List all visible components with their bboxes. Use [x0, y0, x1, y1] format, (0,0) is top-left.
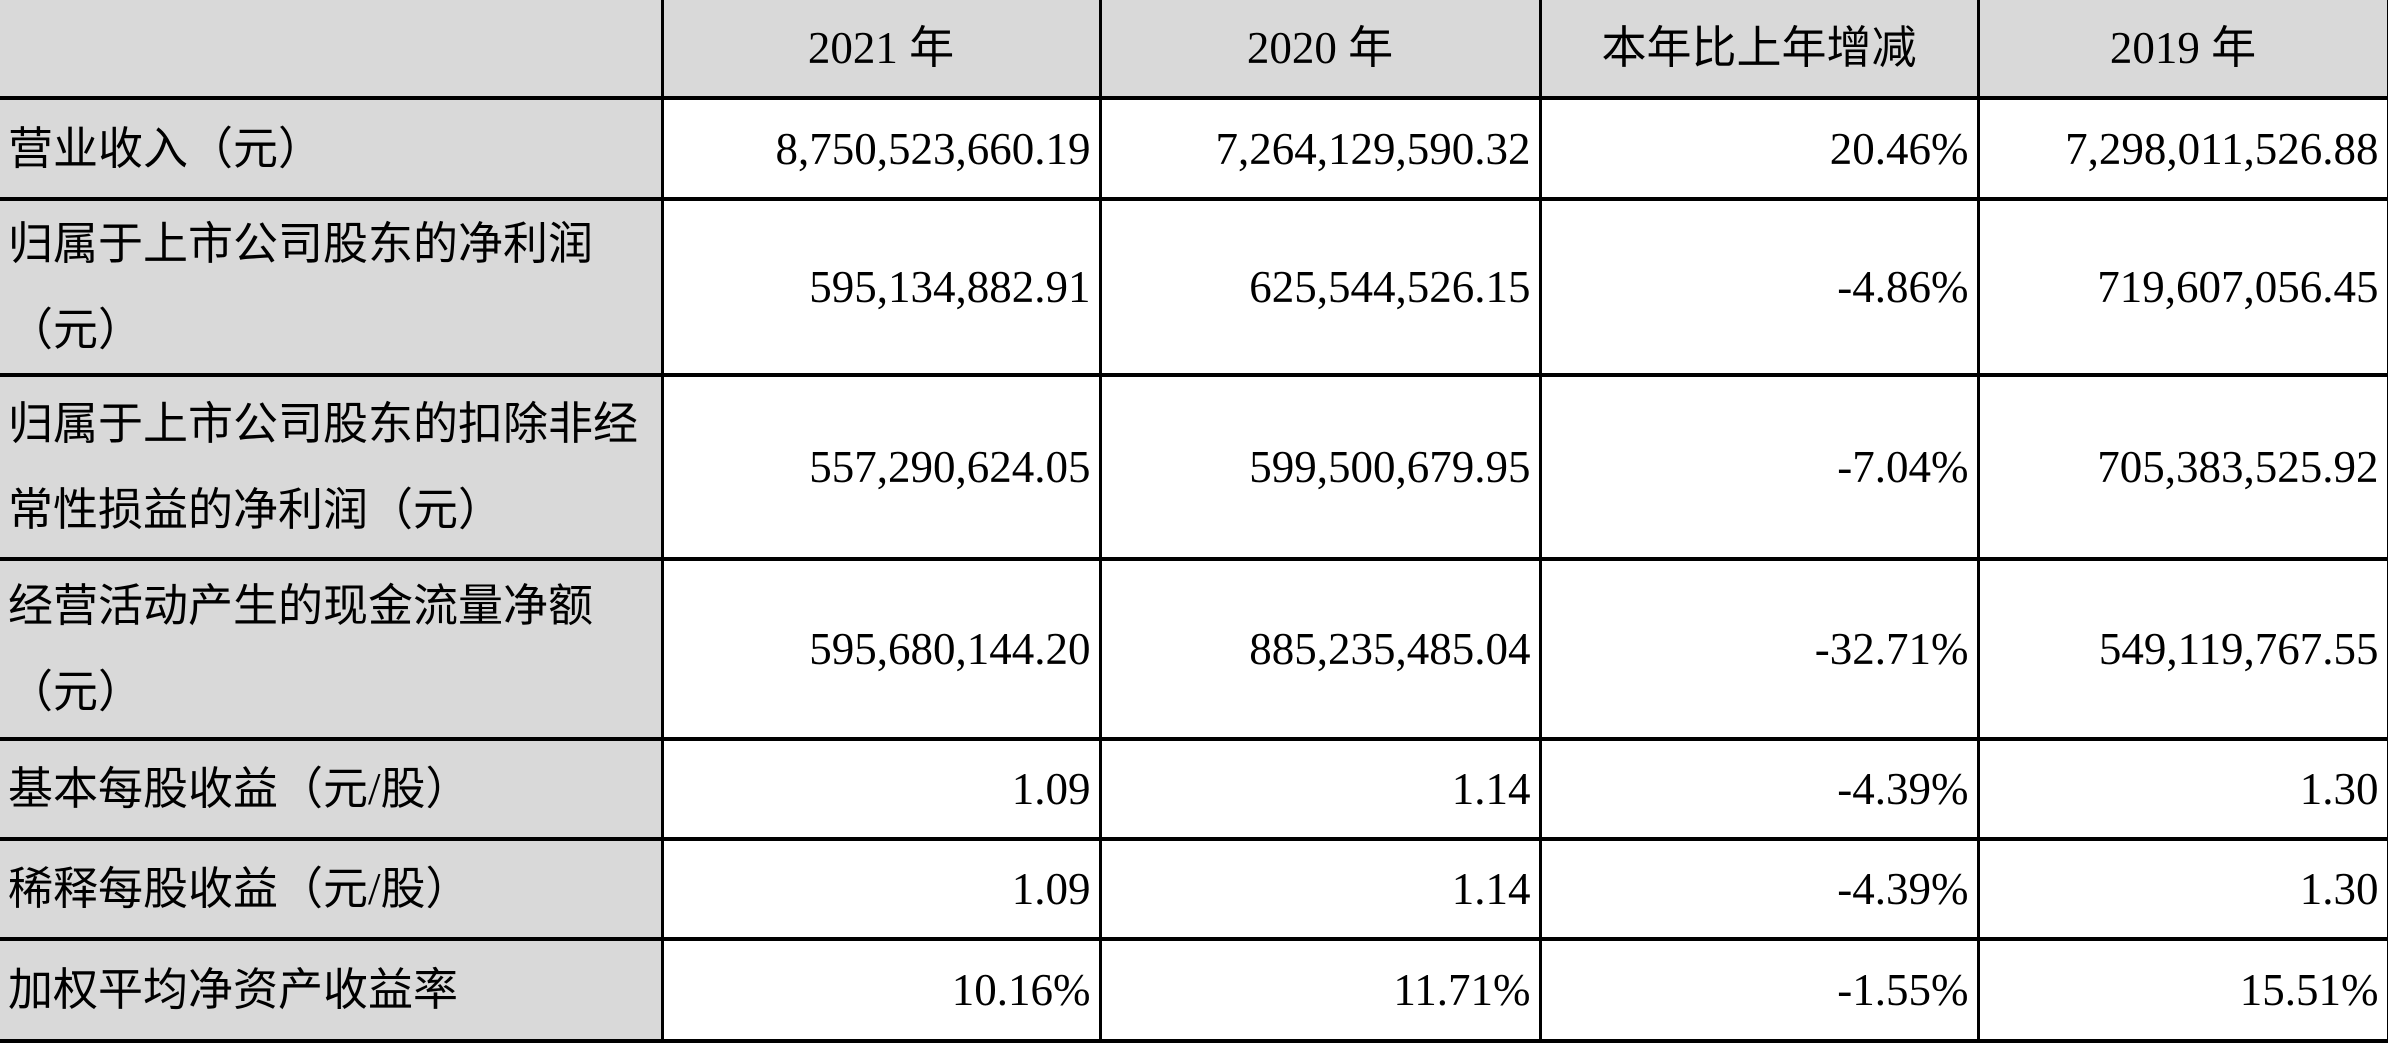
row-label-operating-cash-flow: 经营活动产生的现金流量净额 （元）: [0, 557, 664, 741]
cell-basic-eps-2019: 1.30: [1976, 737, 2388, 841]
table-row: 归属于上市公司股东的净利润 （元） 595,134,882.91 625,544…: [0, 197, 2388, 377]
row-label-weighted-avg-roe: 加权平均净资产收益率: [0, 937, 664, 1043]
cell-net-profit-2019: 719,607,056.45: [1976, 197, 2388, 377]
cell-cash-flow-change: -32.71%: [1538, 557, 1980, 741]
cell-revenue-2019: 7,298,011,526.88: [1976, 96, 2388, 201]
cell-revenue-2020: 7,264,129,590.32: [1098, 96, 1542, 201]
cell-roe-change: -1.55%: [1538, 937, 1980, 1043]
cell-net-profit-excl-2019: 705,383,525.92: [1976, 373, 2388, 561]
cell-basic-eps-2020: 1.14: [1098, 737, 1542, 841]
row-label-revenue: 营业收入（元）: [0, 96, 664, 201]
cell-diluted-eps-2021: 1.09: [660, 837, 1102, 941]
cell-basic-eps-2021: 1.09: [660, 737, 1102, 841]
cell-net-profit-2021: 595,134,882.91: [660, 197, 1102, 377]
cell-diluted-eps-2019: 1.30: [1976, 837, 2388, 941]
table-row: 营业收入（元） 8,750,523,660.19 7,264,129,590.3…: [0, 96, 2388, 201]
col-header-2019: 2019 年: [1976, 0, 2388, 100]
table-row: 经营活动产生的现金流量净额 （元） 595,680,144.20 885,235…: [0, 557, 2388, 741]
cell-roe-2019: 15.51%: [1976, 937, 2388, 1043]
table-row: 稀释每股收益（元/股） 1.09 1.14 -4.39% 1.30: [0, 837, 2388, 941]
cell-net-profit-excl-2020: 599,500,679.95: [1098, 373, 1542, 561]
cell-revenue-change: 20.46%: [1538, 96, 1980, 201]
cell-basic-eps-change: -4.39%: [1538, 737, 1980, 841]
cell-net-profit-2020: 625,544,526.15: [1098, 197, 1542, 377]
table-row: 基本每股收益（元/股） 1.09 1.14 -4.39% 1.30: [0, 737, 2388, 841]
header-row: 2021 年 2020 年 本年比上年增减 2019 年: [0, 0, 2388, 100]
col-header-2020: 2020 年: [1098, 0, 1542, 100]
cell-revenue-2021: 8,750,523,660.19: [660, 96, 1102, 201]
row-label-net-profit: 归属于上市公司股东的净利润 （元）: [0, 197, 664, 377]
col-header-yoy-change: 本年比上年增减: [1538, 0, 1980, 100]
cell-net-profit-excl-2021: 557,290,624.05: [660, 373, 1102, 561]
cell-diluted-eps-change: -4.39%: [1538, 837, 1980, 941]
cell-cash-flow-2021: 595,680,144.20: [660, 557, 1102, 741]
cell-roe-2021: 10.16%: [660, 937, 1102, 1043]
cell-net-profit-excl-change: -7.04%: [1538, 373, 1980, 561]
cell-roe-2020: 11.71%: [1098, 937, 1542, 1043]
col-header-blank: [0, 0, 664, 100]
cell-diluted-eps-2020: 1.14: [1098, 837, 1542, 941]
table-row: 归属于上市公司股东的扣除非经 常性损益的净利润（元） 557,290,624.0…: [0, 373, 2388, 561]
row-label-diluted-eps: 稀释每股收益（元/股）: [0, 837, 664, 941]
col-header-2021: 2021 年: [660, 0, 1102, 100]
row-label-basic-eps: 基本每股收益（元/股）: [0, 737, 664, 841]
row-label-net-profit-excl-nonrecurring: 归属于上市公司股东的扣除非经 常性损益的净利润（元）: [0, 373, 664, 561]
table-row: 加权平均净资产收益率 10.16% 11.71% -1.55% 15.51%: [0, 937, 2388, 1043]
cell-net-profit-change: -4.86%: [1538, 197, 1980, 377]
cell-cash-flow-2020: 885,235,485.04: [1098, 557, 1542, 741]
cell-cash-flow-2019: 549,119,767.55: [1976, 557, 2388, 741]
